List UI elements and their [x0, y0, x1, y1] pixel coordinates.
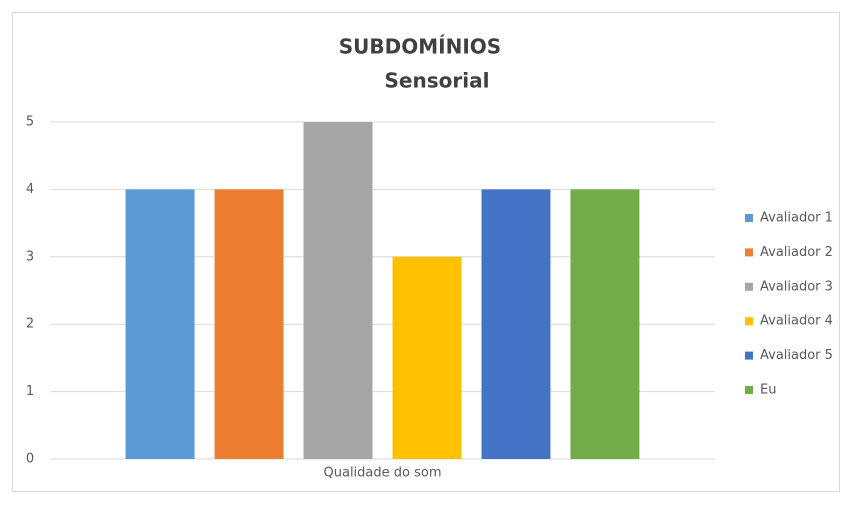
bar	[392, 256, 462, 459]
y-tick-label: 5	[26, 115, 34, 130]
legend-swatch	[745, 282, 753, 291]
y-tick-label: 0	[26, 452, 34, 467]
y-tick-label: 4	[26, 182, 34, 197]
y-tick-label: 3	[26, 249, 34, 264]
legend-swatch	[745, 317, 753, 326]
bar	[481, 189, 551, 459]
chart-title: SUBDOMÍNIOS	[339, 35, 501, 59]
legend-swatch	[745, 248, 753, 257]
x-tick-label: Qualidade do som	[324, 466, 442, 481]
bar	[214, 189, 284, 459]
bar	[570, 189, 640, 459]
legend-swatch	[745, 386, 753, 394]
bar	[125, 189, 195, 459]
chart-subtitle: Sensorial	[385, 69, 490, 93]
legend-label: Avaliador 5	[760, 348, 833, 363]
y-tick-label: 2	[26, 317, 34, 332]
legend-label: Avaliador 2	[760, 245, 833, 260]
legend-label: Avaliador 3	[760, 279, 833, 294]
legend-swatch	[745, 351, 753, 360]
legend-swatch	[745, 214, 753, 222]
legend-label: Avaliador 4	[760, 314, 833, 329]
y-tick-label: 1	[26, 384, 34, 399]
legend-label: Eu	[760, 383, 776, 398]
bar	[303, 122, 373, 459]
legend-label: Avaliador 1	[760, 211, 833, 226]
